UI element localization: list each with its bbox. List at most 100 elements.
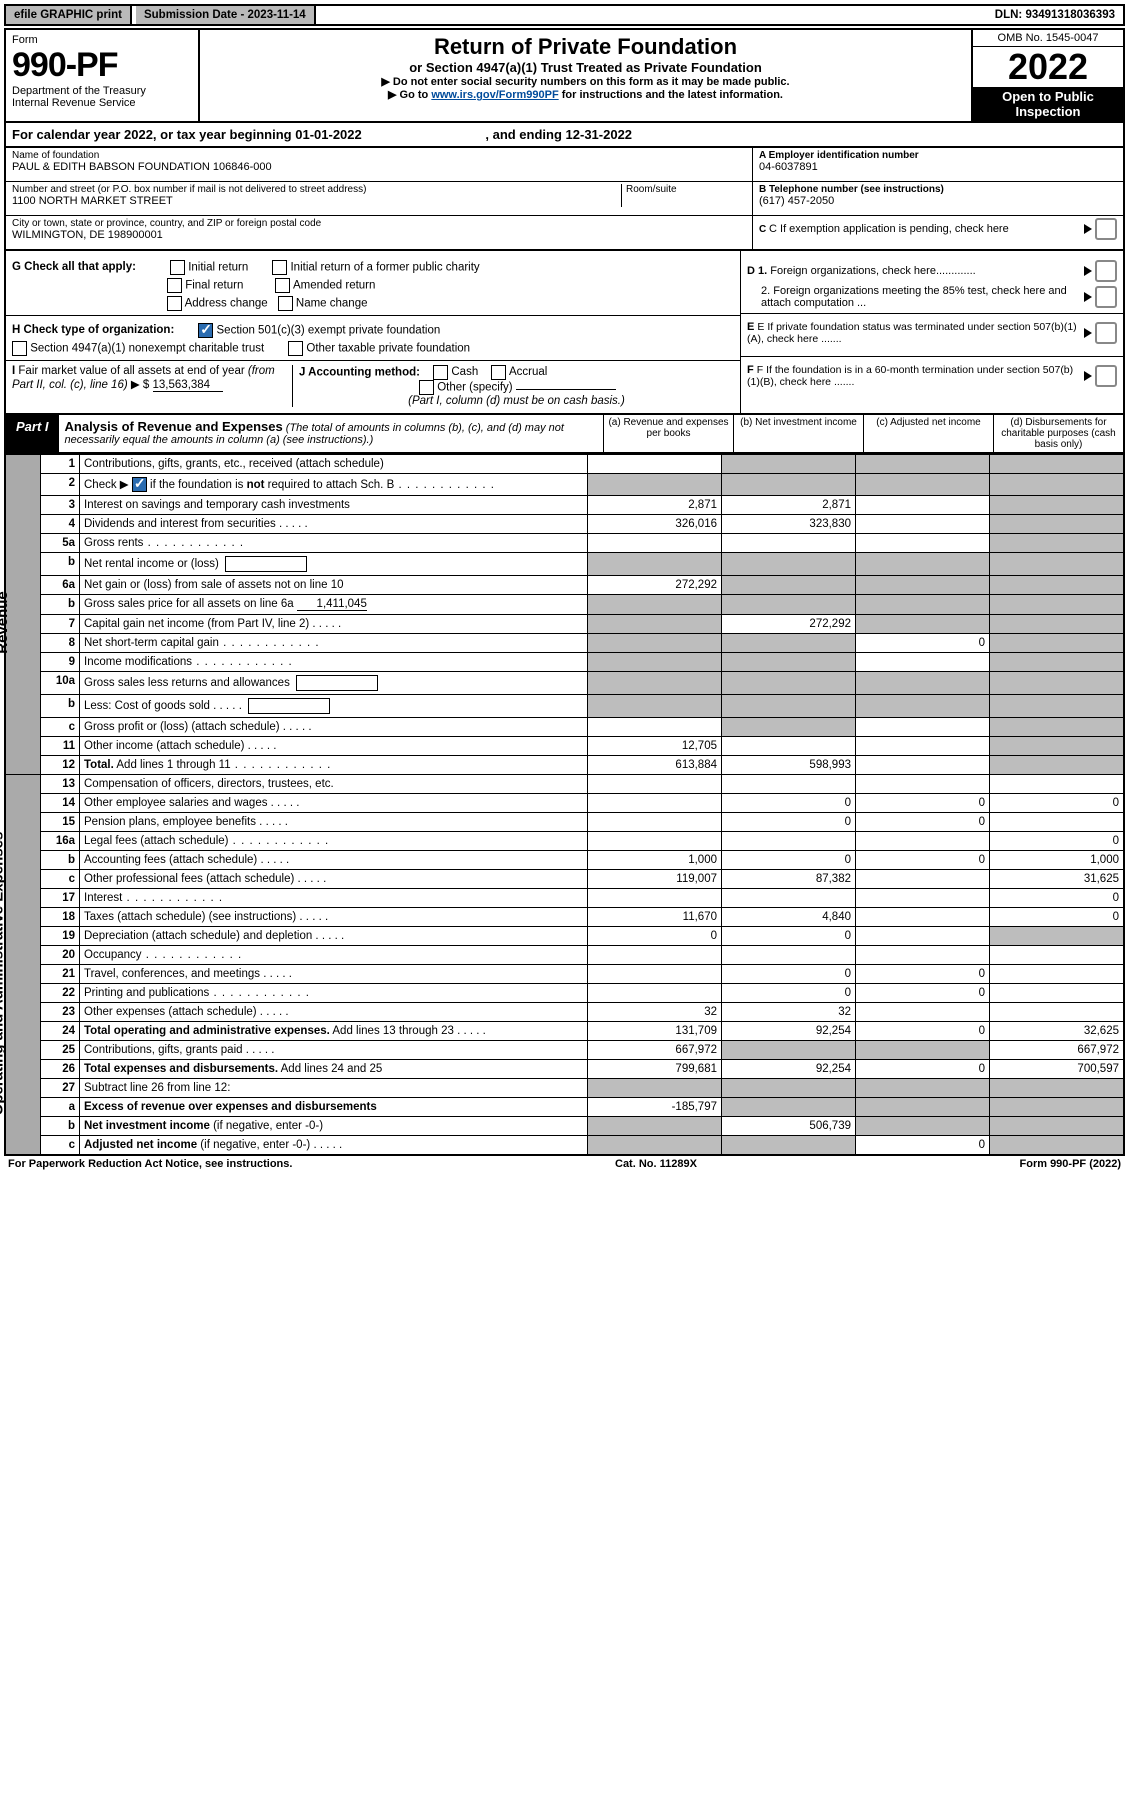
cell-c	[856, 927, 990, 946]
accounting-method: J Accounting method: Cash Accrual Other …	[292, 365, 734, 407]
efile-print-button[interactable]: efile GRAPHIC print	[6, 6, 132, 24]
line-desc: Gross rents	[80, 534, 588, 553]
line-number: 22	[41, 984, 80, 1003]
checkbox-cash[interactable]	[433, 365, 448, 380]
checkbox-address-change[interactable]	[167, 296, 182, 311]
line-number: 16a	[41, 832, 80, 851]
line-desc: Gross sales price for all assets on line…	[80, 595, 588, 615]
cell-a: 2,871	[588, 496, 722, 515]
cell-b	[722, 1079, 856, 1098]
cell-d	[990, 756, 1125, 775]
form-title-block: Return of Private Foundation or Section …	[200, 30, 971, 121]
checkbox-f[interactable]	[1095, 365, 1117, 387]
line-number: 25	[41, 1041, 80, 1060]
cell-a	[588, 1117, 722, 1136]
cell-d	[990, 737, 1125, 756]
checkbox-other-method[interactable]	[419, 380, 434, 395]
cell-a: 272,292	[588, 576, 722, 595]
table-row: 18Taxes (attach schedule) (see instructi…	[5, 908, 1124, 927]
checkbox-schB[interactable]	[132, 477, 147, 492]
cell-c: 0	[856, 794, 990, 813]
h-check-row: H Check type of organization: Section 50…	[12, 323, 734, 338]
checkbox-amended[interactable]	[275, 278, 290, 293]
checkbox-initial-return[interactable]	[170, 260, 185, 275]
e-row: E E If private foundation status was ter…	[747, 321, 1117, 345]
cell-d	[990, 1117, 1125, 1136]
cell-b	[722, 454, 856, 473]
checkbox-other-taxable[interactable]	[288, 341, 303, 356]
line-desc: Adjusted net income (if negative, enter …	[80, 1136, 588, 1156]
cell-a: 11,670	[588, 908, 722, 927]
cell-a: 0	[588, 927, 722, 946]
cell-d	[990, 653, 1125, 672]
cell-a	[588, 984, 722, 1003]
cell-b: 272,292	[722, 615, 856, 634]
checkbox-d1[interactable]	[1095, 260, 1117, 282]
table-row: 15Pension plans, employee benefits00	[5, 813, 1124, 832]
form-label: Form	[12, 34, 192, 46]
expenses-side-label: Operating and Administrative Expenses	[5, 775, 41, 1156]
cell-a: -185,797	[588, 1098, 722, 1117]
check-section: G Check all that apply: Initial return I…	[4, 251, 1125, 415]
line-number: 26	[41, 1060, 80, 1079]
cell-d	[990, 695, 1125, 718]
cell-a	[588, 1079, 722, 1098]
cell-c	[856, 553, 990, 576]
checkbox-initial-former[interactable]	[272, 260, 287, 275]
line-desc: Gross sales less returns and allowances	[80, 672, 588, 695]
line-number: b	[41, 595, 80, 615]
cell-b	[722, 595, 856, 615]
cell-a: 667,972	[588, 1041, 722, 1060]
cell-d	[990, 615, 1125, 634]
entity-info: Name of foundation PAUL & EDITH BABSON F…	[4, 148, 1125, 251]
cell-c	[856, 775, 990, 794]
table-row: cOther professional fees (attach schedul…	[5, 870, 1124, 889]
line-desc: Travel, conferences, and meetings	[80, 965, 588, 984]
table-row: 6aNet gain or (loss) from sale of assets…	[5, 576, 1124, 595]
table-row: Operating and Administrative Expenses13C…	[5, 775, 1124, 794]
checkbox-4947a1[interactable]	[12, 341, 27, 356]
line-desc: Net investment income (if negative, ente…	[80, 1117, 588, 1136]
part1-desc: Analysis of Revenue and Expenses (The to…	[59, 415, 603, 452]
cell-a: 613,884	[588, 756, 722, 775]
form-note-1: ▶ Do not enter social security numbers o…	[204, 75, 967, 88]
cell-c	[856, 718, 990, 737]
checkbox-c[interactable]	[1095, 218, 1117, 240]
cell-d: 700,597	[990, 1060, 1125, 1079]
form990pf-link[interactable]: www.irs.gov/Form990PF	[431, 89, 558, 101]
cell-c: 0	[856, 965, 990, 984]
cell-a	[588, 813, 722, 832]
telephone-row: B Telephone number (see instructions) (6…	[753, 182, 1123, 216]
form-note-2: ▶ Go to www.irs.gov/Form990PF for instru…	[204, 88, 967, 101]
table-row: 19Depreciation (attach schedule) and dep…	[5, 927, 1124, 946]
cell-c: 0	[856, 634, 990, 653]
checkbox-501c3[interactable]	[198, 323, 213, 338]
form-year-block: OMB No. 1545-0047 2022 Open to Public In…	[971, 30, 1123, 121]
checkbox-d2[interactable]	[1095, 286, 1117, 308]
part1-header: Part I Analysis of Revenue and Expenses …	[4, 415, 1125, 454]
form-id-block: Form 990-PF Department of the Treasury I…	[6, 30, 200, 121]
cell-a	[588, 672, 722, 695]
cell-b: 92,254	[722, 1060, 856, 1079]
table-row: 26Total expenses and disbursements. Add …	[5, 1060, 1124, 1079]
checkbox-name-change[interactable]	[278, 296, 293, 311]
line-desc: Check ▶ if the foundation is not require…	[80, 473, 588, 495]
line-desc: Printing and publications	[80, 984, 588, 1003]
table-row: bNet investment income (if negative, ent…	[5, 1117, 1124, 1136]
form-ref: Form 990-PF (2022)	[1020, 1158, 1122, 1170]
cell-c	[856, 695, 990, 718]
arrow-icon	[1084, 328, 1092, 338]
checkbox-accrual[interactable]	[491, 365, 506, 380]
line-desc: Net gain or (loss) from sale of assets n…	[80, 576, 588, 595]
checkbox-e[interactable]	[1095, 322, 1117, 344]
submission-date: Submission Date - 2023-11-14	[136, 6, 316, 24]
checkbox-final-return[interactable]	[167, 278, 182, 293]
cell-b: 0	[722, 794, 856, 813]
cell-a	[588, 775, 722, 794]
line-desc: Depreciation (attach schedule) and deple…	[80, 927, 588, 946]
city-row: City or town, state or province, country…	[6, 216, 752, 249]
cell-a: 1,000	[588, 851, 722, 870]
cell-a: 119,007	[588, 870, 722, 889]
cell-b: 87,382	[722, 870, 856, 889]
table-row: 22Printing and publications00	[5, 984, 1124, 1003]
